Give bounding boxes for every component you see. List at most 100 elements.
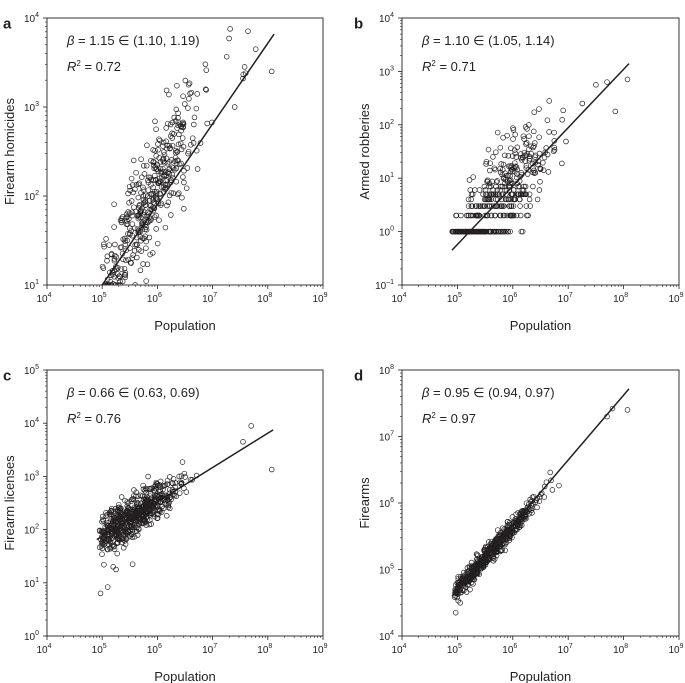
data-point bbox=[161, 151, 168, 158]
data-point bbox=[165, 502, 171, 509]
data-point bbox=[476, 187, 483, 193]
data-point bbox=[497, 212, 504, 219]
data-points bbox=[99, 26, 275, 285]
data-point bbox=[481, 183, 488, 190]
data-point bbox=[483, 161, 489, 167]
data-point bbox=[97, 590, 104, 597]
data-point bbox=[487, 167, 493, 174]
data-point bbox=[166, 91, 172, 98]
data-point bbox=[138, 156, 144, 162]
data-point bbox=[185, 81, 192, 88]
data-point bbox=[152, 483, 158, 490]
data-point bbox=[490, 191, 497, 198]
data-point bbox=[106, 511, 113, 517]
data-point bbox=[174, 82, 180, 89]
data-point bbox=[507, 180, 513, 187]
y-tick-label: 104 bbox=[24, 12, 39, 25]
data-point bbox=[531, 167, 537, 174]
data-point bbox=[536, 134, 542, 140]
y-tick-label: 103 bbox=[24, 470, 39, 483]
data-point bbox=[189, 135, 196, 141]
data-point bbox=[180, 174, 186, 180]
data-point bbox=[134, 532, 141, 538]
data-point bbox=[536, 187, 543, 193]
data-point bbox=[133, 493, 139, 500]
data-point bbox=[474, 228, 480, 235]
y-tick-label: 101 bbox=[24, 577, 39, 590]
data-point bbox=[108, 282, 114, 285]
data-point bbox=[120, 256, 126, 263]
data-point bbox=[147, 251, 153, 258]
data-point bbox=[507, 531, 513, 537]
data-point bbox=[519, 228, 526, 235]
data-point bbox=[152, 164, 159, 170]
data-point bbox=[134, 242, 140, 248]
data-point bbox=[188, 89, 195, 96]
data-point bbox=[140, 496, 147, 503]
x-tick-label: 107 bbox=[558, 643, 573, 656]
data-point bbox=[490, 228, 496, 235]
data-point bbox=[165, 120, 171, 127]
x-tick-label: 104 bbox=[391, 292, 406, 305]
data-point bbox=[110, 564, 116, 570]
data-point bbox=[118, 215, 125, 222]
data-point bbox=[531, 109, 537, 115]
y-tick-label: 108 bbox=[379, 364, 394, 377]
data-point bbox=[175, 119, 182, 125]
data-point bbox=[100, 241, 107, 248]
data-point bbox=[521, 136, 527, 142]
data-point bbox=[494, 191, 500, 198]
data-point bbox=[604, 79, 610, 85]
y-tick-label: 102 bbox=[379, 119, 394, 132]
data-point bbox=[104, 258, 110, 264]
data-point bbox=[119, 536, 125, 543]
data-point bbox=[128, 532, 135, 538]
data-point bbox=[133, 518, 139, 524]
data-point bbox=[105, 523, 111, 530]
data-point bbox=[113, 566, 119, 573]
data-point bbox=[474, 570, 480, 577]
data-point bbox=[453, 212, 460, 219]
data-point bbox=[202, 86, 209, 93]
data-point bbox=[108, 251, 115, 257]
r-squared-annotation: R2 = 0.76 bbox=[67, 411, 121, 426]
data-point bbox=[541, 154, 548, 161]
data-point bbox=[521, 183, 527, 190]
data-point bbox=[154, 515, 160, 522]
data-point bbox=[480, 191, 486, 198]
data-point bbox=[124, 507, 131, 513]
data-point bbox=[502, 170, 508, 176]
data-point bbox=[148, 191, 154, 198]
data-point bbox=[526, 510, 533, 517]
data-point bbox=[488, 196, 495, 203]
data-point bbox=[126, 216, 132, 222]
data-point bbox=[147, 511, 154, 518]
x-tick-label: 108 bbox=[257, 643, 272, 656]
data-point bbox=[511, 196, 518, 203]
data-point bbox=[487, 228, 493, 235]
data-point bbox=[140, 197, 147, 203]
data-point bbox=[252, 46, 259, 52]
data-point bbox=[490, 154, 496, 160]
data-point bbox=[515, 191, 521, 198]
data-point bbox=[204, 120, 210, 127]
data-point bbox=[449, 228, 456, 235]
data-point bbox=[168, 189, 175, 196]
data-point bbox=[241, 64, 248, 70]
data-point bbox=[559, 117, 565, 123]
data-point bbox=[515, 183, 521, 190]
data-point bbox=[455, 580, 462, 586]
data-point bbox=[185, 105, 191, 111]
data-point bbox=[139, 174, 145, 180]
data-point bbox=[480, 228, 486, 235]
data-point bbox=[135, 194, 142, 201]
data-point bbox=[451, 594, 458, 600]
data-point bbox=[128, 498, 134, 505]
x-tick-label: 108 bbox=[613, 643, 628, 656]
data-point bbox=[510, 136, 516, 142]
y-tick-label: 100 bbox=[24, 630, 39, 643]
data-point bbox=[494, 129, 501, 136]
data-point bbox=[184, 165, 191, 171]
data-point bbox=[530, 183, 536, 190]
data-point bbox=[482, 212, 488, 219]
